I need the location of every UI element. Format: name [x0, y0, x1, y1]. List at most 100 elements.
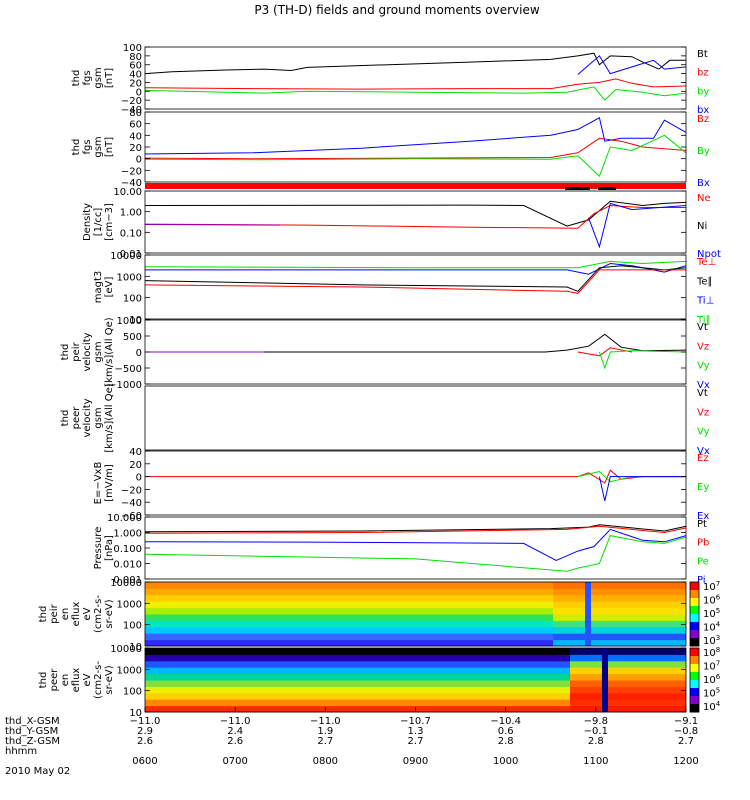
series-line-Ne — [144, 204, 686, 229]
x-row-value: 1000 — [493, 756, 518, 767]
y-axis-label: thd — [71, 139, 82, 156]
y-axis-label: (cm2-s- — [93, 661, 104, 699]
x-row-value: 2.6 — [137, 736, 153, 747]
y-tick-label: 80 — [129, 52, 142, 63]
legend-label: Vt — [697, 388, 708, 399]
spectrogram-band — [145, 692, 686, 700]
y-tick-label: 40 — [129, 70, 142, 81]
x-tick-label: −11.0 — [130, 716, 161, 727]
spectrogram-active — [553, 588, 686, 596]
x-row-value: 1.9 — [317, 726, 333, 737]
y-axis-label: sr-eV) — [104, 665, 115, 694]
y-tick-label: 10000 — [110, 251, 142, 262]
colorbar-segment — [690, 638, 699, 647]
spectrogram-active — [553, 639, 686, 647]
spectrogram-active — [570, 673, 686, 681]
y-tick-label: −40 — [121, 105, 142, 116]
spectrogram-active — [570, 692, 686, 700]
series-line-Bt — [144, 52, 686, 75]
y-tick-label: 10 — [129, 315, 142, 326]
y-tick-label: 1000 — [117, 272, 142, 283]
y-axis-label: [1/cc] — [93, 208, 104, 237]
y-tick-label: −40 — [121, 178, 142, 189]
y-tick-label: 0 — [136, 87, 142, 98]
legend-label: Pi — [697, 575, 706, 586]
spectrogram-band — [145, 654, 686, 662]
x-row-value: 1.3 — [408, 726, 424, 737]
legend-label: Ex — [697, 511, 709, 522]
x-row-value: 2.7 — [408, 736, 424, 747]
y-axis-label: peer — [49, 668, 60, 692]
legend-label: Ti∥ — [696, 315, 711, 326]
spectrogram-active — [570, 654, 686, 662]
y-tick-label: 1000 — [117, 599, 142, 610]
y-tick-label: 10000 — [110, 578, 142, 589]
spectrogram-active — [570, 686, 686, 694]
legend-label: By — [697, 146, 710, 157]
series-line-Pb — [144, 525, 687, 534]
spectrogram-active — [553, 633, 686, 641]
y-axis-label: peir — [49, 603, 60, 623]
series-line-by — [144, 86, 687, 101]
x-row-value: 2.4 — [227, 726, 243, 737]
x-tick-label: −11.0 — [220, 716, 251, 727]
mode-strip-mark — [565, 187, 590, 190]
y-axis-label: [km/s](All Qe) — [104, 317, 115, 386]
colorbar-frame — [689, 647, 700, 713]
y-tick-label: −60 — [121, 511, 142, 522]
series-line-Ex — [598, 476, 686, 502]
colorbar-segment — [690, 606, 699, 615]
y-tick-label: −40 — [121, 498, 142, 509]
x-row-value: 2.7 — [678, 736, 694, 747]
y-tick-label: 0.001 — [113, 575, 142, 586]
legend-label: Npot — [697, 249, 721, 260]
y-axis-label: [nT] — [104, 68, 115, 88]
panel-frame — [144, 516, 687, 580]
legend-label: Bt — [697, 49, 708, 60]
colorbar-label: 107 — [703, 660, 720, 673]
x-row-label: hhmm — [5, 746, 37, 757]
y-tick-label: 1.000 — [113, 529, 142, 540]
x-tick-label: −9.8 — [584, 716, 608, 727]
series-line-Te⊥ — [144, 269, 686, 294]
spectrogram-gap — [585, 582, 591, 646]
spectrogram-band — [145, 686, 686, 694]
y-tick-label: 1000 — [117, 665, 142, 676]
spectrogram-active — [570, 699, 686, 707]
series-line-Pt — [144, 524, 687, 533]
y-tick-label: 0 — [136, 348, 142, 359]
series-line-Te∥ — [144, 265, 687, 292]
colorbar-segment — [690, 696, 699, 705]
colorbar-segment — [690, 680, 699, 689]
spectrogram-band — [145, 626, 686, 634]
colorbar-label: 106 — [703, 594, 721, 607]
y-tick-label: 100 — [123, 43, 142, 54]
x-row-label: thd_Y-GSM — [5, 726, 58, 737]
legend-label: Pb — [697, 538, 709, 549]
spectrogram-band — [145, 588, 686, 596]
series-line-Vy — [598, 350, 687, 370]
series-line-Bz — [144, 137, 687, 160]
y-axis-label: [mV/m] — [104, 464, 115, 502]
series-line-Pi — [144, 528, 687, 561]
legend-label: Vz — [697, 341, 709, 352]
y-tick-label: 0.010 — [113, 560, 142, 571]
x-tick-label: −10.4 — [490, 716, 521, 727]
spectrogram-gap — [602, 648, 608, 712]
spectrogram-band — [145, 594, 686, 602]
panel-frame — [144, 190, 687, 254]
y-axis-label: en — [60, 674, 71, 687]
legend-label: Vz — [697, 407, 709, 418]
legend-label: Vx — [697, 446, 710, 457]
y-tick-label: −20 — [121, 485, 142, 496]
y-tick-label: 0 — [136, 473, 142, 484]
x-row-value: 1100 — [583, 756, 608, 767]
legend-label: Bz — [697, 114, 709, 125]
spectrogram-band — [145, 607, 686, 615]
series-line-Pe — [144, 535, 687, 572]
legend-label: Ey — [697, 482, 709, 493]
series-line-bz — [144, 78, 687, 90]
legend-label: Ni — [697, 221, 707, 232]
y-axis-label: [nPa] — [104, 535, 115, 561]
y-tick-label: −500 — [115, 364, 142, 375]
